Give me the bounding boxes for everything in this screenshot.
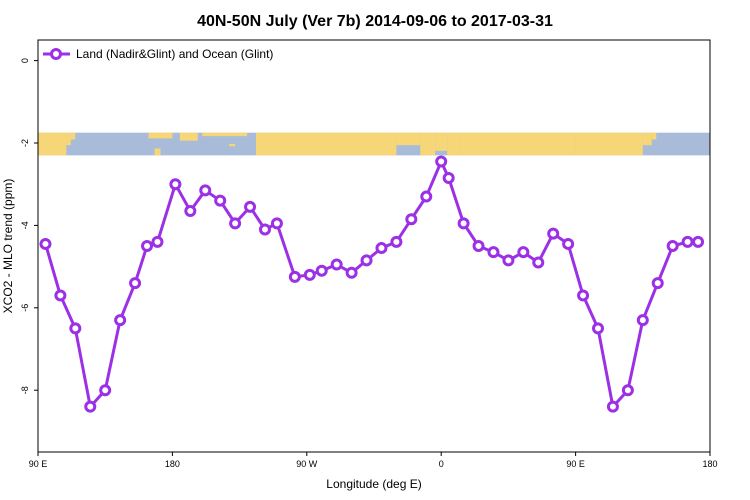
data-point (129, 277, 142, 290)
data-point (435, 155, 448, 168)
data-point (666, 240, 679, 252)
x-tick-label: 90 E (566, 459, 585, 469)
data-point (390, 235, 403, 248)
map-land (459, 132, 576, 156)
data-point (405, 213, 418, 226)
data-point (651, 277, 664, 290)
data-point (547, 227, 560, 240)
map-land (70, 132, 76, 140)
data-point (636, 314, 649, 327)
data-point (532, 256, 545, 269)
data-point (114, 314, 127, 327)
data-point (442, 172, 455, 185)
map-land (642, 132, 652, 146)
map-land (179, 132, 198, 141)
map-land (396, 132, 421, 146)
map-land (575, 132, 643, 156)
data-point (69, 322, 82, 335)
data-point (151, 235, 164, 248)
data-point (169, 178, 182, 191)
axis-ticks: 90 E 180 90 W 0 90 E 180 0 -2 -4 -6 -8 (20, 58, 718, 469)
map-land (435, 132, 448, 151)
data-point (330, 258, 343, 271)
y-tick-label: -2 (20, 139, 30, 147)
series-layer (39, 155, 705, 413)
data-point (472, 240, 485, 252)
data-point (606, 400, 619, 413)
data-point (577, 289, 590, 302)
data-point (39, 237, 52, 250)
data-point (258, 223, 271, 236)
data-point (244, 200, 257, 213)
data-point (681, 235, 694, 248)
x-tick-label: 180 (165, 459, 180, 469)
map-land (202, 132, 248, 137)
series-line (44, 160, 699, 409)
data-point (420, 190, 433, 203)
y-tick-label: -8 (20, 386, 30, 394)
map-land (256, 132, 397, 156)
map-land (651, 132, 657, 140)
data-point (99, 384, 112, 397)
x-tick-label: 180 (702, 459, 717, 469)
data-point (270, 217, 283, 230)
data-point (229, 217, 242, 230)
data-point (84, 400, 97, 413)
data-point (214, 194, 227, 207)
map-land (148, 132, 173, 139)
x-tick-label: 90 W (296, 459, 318, 469)
map-land (154, 148, 161, 156)
data-point (562, 237, 575, 250)
data-point (621, 384, 634, 397)
data-point (457, 217, 470, 230)
y-tick-label: -4 (20, 221, 30, 229)
data-point (184, 204, 197, 217)
data-point (315, 264, 328, 277)
legend: Land (Nadir&Glint) and Ocean (Glint) (43, 47, 273, 61)
map-land (229, 144, 236, 147)
data-point (54, 289, 67, 302)
legend-label: Land (Nadir&Glint) and Ocean (Glint) (76, 47, 273, 61)
map-land (66, 132, 71, 146)
map-land (420, 132, 436, 156)
map-land (447, 132, 460, 156)
data-point (502, 254, 515, 267)
data-point (141, 240, 154, 252)
x-tick-label: 0 (439, 459, 444, 469)
data-point (375, 242, 388, 255)
y-tick-label: 0 (20, 58, 30, 63)
data-point (345, 266, 358, 279)
data-point (487, 246, 500, 259)
data-point (592, 322, 604, 335)
data-point (692, 235, 705, 248)
world-map-strip (38, 132, 710, 156)
data-point (517, 246, 530, 259)
y-axis-label: XCO2 - MLO trend (ppm) (1, 179, 15, 314)
legend-marker (50, 48, 62, 60)
x-tick-label: 90 E (29, 459, 48, 469)
x-axis-label: Longitude (deg E) (326, 477, 421, 491)
data-point (288, 270, 301, 283)
plot-frame (37, 39, 711, 453)
data-point (303, 268, 316, 281)
data-point (360, 254, 373, 267)
map-land (38, 132, 67, 156)
chart-title: 40N-50N July (Ver 7b) 2014-09-06 to 2017… (197, 13, 553, 30)
data-point (199, 184, 212, 197)
y-tick-label: -6 (20, 304, 30, 312)
